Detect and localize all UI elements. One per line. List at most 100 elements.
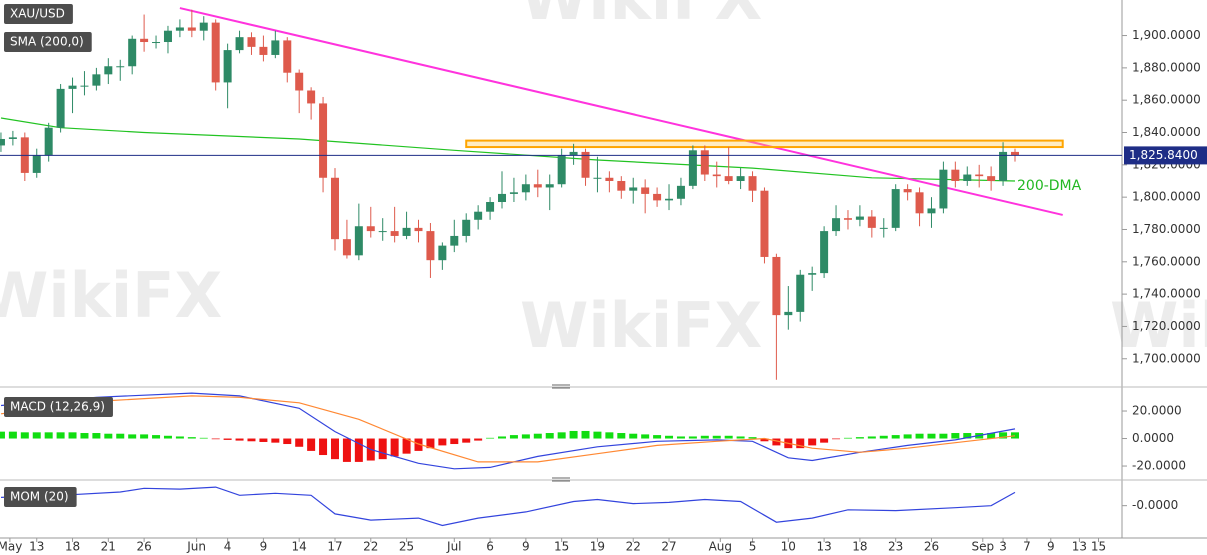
annotation: 200-DMA	[1017, 178, 1082, 194]
candle-body	[712, 174, 721, 177]
histogram-bar	[963, 433, 972, 439]
histogram-bar	[223, 438, 232, 440]
histogram-bar	[987, 433, 996, 439]
y-tick-label: 1,780.0000	[1132, 222, 1201, 236]
histogram-bar	[152, 435, 161, 439]
watermarks: WikiFX WikiFX WikiFX WikiFX	[0, 0, 1207, 362]
candle-body	[378, 231, 387, 233]
candle-body	[820, 231, 829, 274]
candle-body	[653, 193, 662, 201]
x-tick-label: 18	[852, 540, 867, 554]
candle-body	[700, 150, 709, 175]
y-tick-label: 20.0000	[1132, 404, 1182, 418]
candle-body	[330, 177, 339, 240]
histogram-bar	[867, 436, 876, 439]
candle-body	[641, 187, 650, 194]
watermark: WikiFX	[0, 259, 222, 332]
y-tick-label: 0.0000	[1132, 431, 1174, 445]
histogram-bar	[521, 434, 530, 439]
candle-body	[999, 151, 1008, 181]
candle-body	[450, 235, 459, 246]
candle-body	[915, 192, 924, 214]
candle-body	[629, 187, 638, 191]
histogram-bar	[426, 438, 435, 449]
candle-body	[808, 273, 817, 275]
candle-body	[617, 180, 626, 191]
candle-body	[760, 190, 769, 257]
candle-body	[402, 227, 411, 236]
candle-body	[128, 38, 137, 67]
y-tick-label: 1,740.0000	[1132, 287, 1201, 301]
separator-grip	[552, 384, 570, 482]
candle-body	[688, 150, 697, 186]
histogram-bar	[557, 432, 566, 439]
x-tick-label: 7	[1023, 540, 1031, 554]
histogram-bar	[927, 433, 936, 439]
histogram-bar	[295, 438, 304, 447]
candle-body	[987, 176, 996, 181]
candle-body	[509, 192, 518, 194]
histogram-bar	[92, 433, 101, 439]
y-tick-label: 1,700.0000	[1132, 351, 1201, 365]
x-tick-label: Jun	[186, 540, 206, 554]
histogram-bar	[855, 437, 864, 439]
candle-body	[56, 88, 65, 128]
x-tick-label: 18	[65, 540, 80, 554]
candle-body	[557, 155, 566, 185]
x-tick-label: 9	[1047, 540, 1055, 554]
candle-body	[939, 169, 948, 209]
histogram-bar	[533, 433, 542, 439]
candle-body	[0, 138, 5, 146]
x-tick-label: 26	[136, 540, 151, 554]
x-tick-label: 9	[522, 540, 530, 554]
histogram-bar	[796, 438, 805, 449]
candle-body	[211, 22, 220, 83]
candle-body	[748, 176, 757, 191]
candle-body	[295, 72, 304, 91]
histogram-bar	[712, 435, 721, 439]
histogram-bar	[211, 438, 220, 440]
histogram-bar	[116, 433, 125, 439]
y-tick-label: 1,880.0000	[1132, 60, 1201, 74]
histogram-bar	[879, 435, 888, 439]
histogram-bar	[772, 438, 781, 446]
y-tick-label: 1,760.0000	[1132, 254, 1201, 268]
histogram-bar	[80, 433, 89, 439]
candle-body	[8, 137, 17, 139]
candle-body	[474, 211, 483, 220]
candle-body	[891, 189, 900, 228]
candle-body	[593, 177, 602, 179]
x-tick-label: 21	[101, 540, 116, 554]
histogram-bar	[187, 437, 196, 439]
histogram-bar	[342, 438, 351, 462]
y-tick-label: -0.0000	[1132, 498, 1178, 512]
candle-body	[784, 311, 793, 316]
histogram-bar	[653, 435, 662, 439]
histogram-bar	[903, 434, 912, 439]
y-tick-label: 1,720.0000	[1132, 319, 1201, 333]
candle-body	[533, 184, 542, 188]
x-tick-label: 25	[399, 540, 414, 554]
candle-body	[366, 226, 375, 232]
candle-body	[545, 184, 554, 188]
watermark: WikiFX	[520, 289, 762, 362]
candle-body	[247, 37, 256, 47]
x-tick-label: 22	[363, 540, 378, 554]
x-tick-label: 4	[224, 540, 232, 554]
candle-body	[486, 202, 495, 212]
x-tick-label: Aug	[709, 540, 732, 554]
candle-body	[426, 231, 435, 261]
x-tick-label: 17	[327, 540, 342, 554]
candle-body	[772, 256, 781, 316]
histogram-bar	[319, 438, 328, 456]
candle-body	[736, 176, 745, 181]
histogram-bar	[951, 433, 960, 439]
candle-body	[354, 226, 363, 256]
candle-body	[259, 46, 268, 55]
candle-body	[390, 231, 399, 236]
histogram-bar	[605, 432, 614, 439]
candle-body	[665, 198, 674, 201]
histogram-bar	[354, 438, 363, 462]
histogram-bar	[1010, 432, 1019, 439]
